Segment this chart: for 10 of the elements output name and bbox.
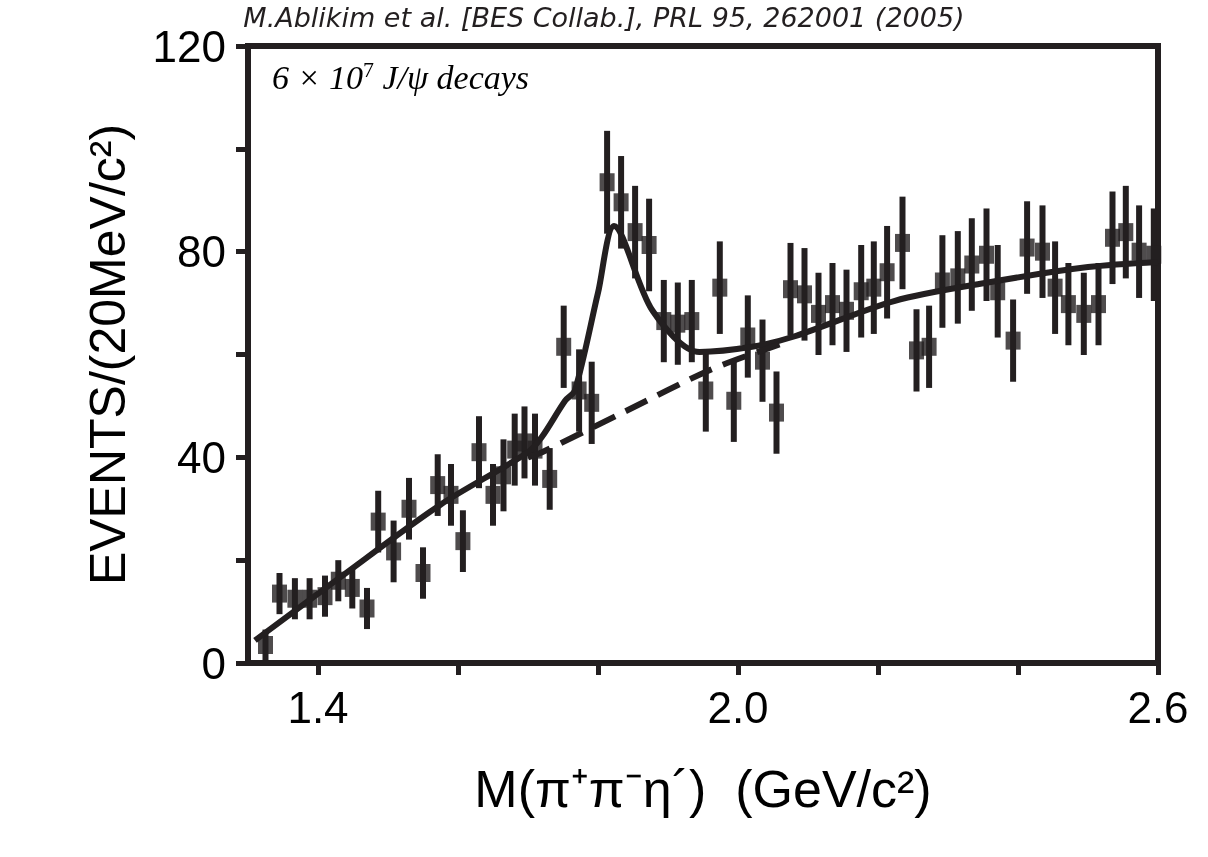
x-tick-label: 1.4: [287, 682, 349, 732]
y-tick-label: 40: [177, 432, 226, 482]
text: 2.0: [707, 682, 769, 732]
x-axis-title: M(π⁺π⁻η´) (GeV/c²): [474, 760, 932, 818]
y-tick-label: 80: [177, 227, 226, 277]
y-tick-label: 120: [152, 21, 226, 71]
text: M.Ablikim et al. [BES Collab.], PRL 95, 262001 (2005): [243, 2, 965, 33]
y-tick-label: 0: [201, 638, 226, 688]
y-axis-title: EVENTS/(20MeV/c²): [80, 123, 136, 586]
x-tick-label: 2.6: [1127, 682, 1189, 732]
